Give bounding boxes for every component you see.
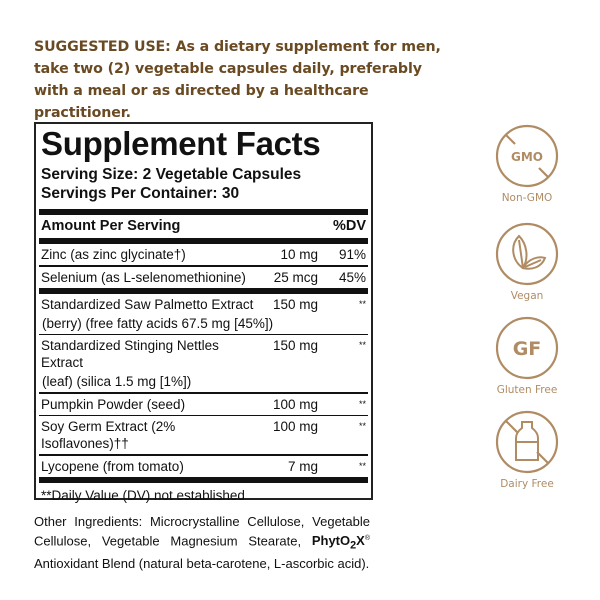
divider bbox=[39, 454, 368, 456]
supplement-facts-panel: Supplement Facts Serving Size: 2 Vegetab… bbox=[34, 122, 373, 503]
badge-label: Dairy Free bbox=[500, 478, 554, 490]
badge-vegan: Vegan bbox=[494, 222, 560, 302]
brand-name: PhytO bbox=[311, 533, 351, 549]
serving-size: Serving Size: 2 Vegetable Capsules bbox=[41, 166, 302, 183]
other-ingredients: Other Ingredients: Microcrystalline Cell… bbox=[34, 513, 370, 572]
ingredient-amount: 100 mg bbox=[272, 419, 318, 434]
gf-icon: GF bbox=[495, 316, 559, 380]
ingredient-dv: ** bbox=[358, 460, 366, 471]
leaves-icon bbox=[495, 222, 559, 286]
badge-dairy-free: Dairy Free bbox=[494, 410, 560, 490]
ingredient-dv: ** bbox=[358, 398, 366, 409]
gmo-text: GMO bbox=[511, 150, 543, 164]
milk-bottle-crossed-icon bbox=[495, 410, 559, 474]
ingredient-amount: 150 mg bbox=[272, 338, 318, 353]
ingredient-amount: 100 mg bbox=[272, 396, 318, 412]
table-header: Amount Per Serving %DV bbox=[36, 215, 371, 238]
ingredient-dv: ** bbox=[358, 421, 366, 431]
facts-title: Supplement Facts bbox=[41, 125, 321, 162]
suggested-use-text: As a dietary supplement for men, take tw… bbox=[34, 39, 441, 121]
ingredient-amount: 10 mg bbox=[280, 247, 318, 262]
ingredient-name: Zinc (as zinc glycinate†) bbox=[41, 247, 186, 262]
badge-non-gmo: GMO Non-GMO bbox=[494, 124, 560, 204]
ingredient-name: Standardized Stinging Nettles Extract bbox=[41, 338, 219, 370]
ingredient-dv: 45% bbox=[338, 269, 366, 285]
ingredient-dv: ** bbox=[358, 340, 366, 350]
ingredient-amount: 150 mg bbox=[272, 296, 318, 312]
table-row: Soy Germ Extract (2% Isoflavones)†† 100 m… bbox=[36, 416, 371, 454]
table-row: Standardized Stinging Nettles Extract 150… bbox=[36, 335, 371, 392]
divider bbox=[39, 209, 368, 215]
ingredient-amount: 25 mcg bbox=[273, 269, 318, 285]
other-ingredients-text-2: Antioxidant Blend (natural beta-carotene… bbox=[34, 555, 370, 571]
gf-text: GF bbox=[513, 338, 542, 360]
ingredient-dv: 91% bbox=[338, 247, 366, 262]
ingredient-detail: (leaf) (silica 1.5 mg [1%]) bbox=[42, 374, 192, 389]
ingredient-amount: 7 mg bbox=[287, 458, 318, 474]
ingredient-name: Lycopene (from tomato) bbox=[41, 458, 184, 474]
ingredient-name: Standardized Saw Palmetto Extract bbox=[41, 296, 254, 312]
ingredient-detail: (berry) (free fatty acids 67.5 mg [45%]) bbox=[42, 315, 274, 331]
divider bbox=[39, 476, 368, 483]
ingredient-name: Soy Germ Extract (2% Isoflavones)†† bbox=[41, 419, 176, 451]
other-ingredients-text: Other Ingredients: Microcrystalline Cell… bbox=[34, 514, 370, 549]
dv-header: %DV bbox=[332, 218, 366, 234]
ingredient-name: Selenium (as L-selenomethionine) bbox=[41, 269, 246, 285]
servings-per-container: Servings Per Container: 30 bbox=[41, 185, 240, 202]
amount-header: Amount Per Serving bbox=[41, 218, 181, 234]
table-row: Zinc (as zinc glycinate†) 10 mg 91% bbox=[36, 244, 371, 265]
badge-gluten-free: GF Gluten Free bbox=[494, 316, 560, 396]
table-row: Standardized Saw Palmetto Extract 150 mg *… bbox=[36, 294, 371, 334]
footnote: **Daily Value (DV) not established bbox=[41, 487, 245, 503]
divider bbox=[39, 265, 368, 267]
divider bbox=[39, 414, 368, 416]
suggested-use: SUGGESTED USE: As a dietary supplement f… bbox=[34, 36, 454, 124]
badge-label: Gluten Free bbox=[496, 384, 558, 396]
divider bbox=[39, 333, 368, 335]
divider bbox=[39, 287, 368, 294]
registered-mark: ® bbox=[364, 535, 370, 542]
divider bbox=[39, 392, 368, 394]
badge-label: Vegan bbox=[510, 290, 544, 302]
brand-subscript: 2 bbox=[350, 539, 357, 552]
ingredient-name: Pumpkin Powder (seed) bbox=[41, 396, 186, 412]
divider bbox=[39, 238, 368, 244]
brand-name-end: X bbox=[356, 533, 365, 549]
table-row: Selenium (as L-selenomethionine) 25 mcg 45… bbox=[36, 267, 371, 288]
badge-label: Non-GMO bbox=[501, 192, 553, 204]
suggested-use-label: SUGGESTED USE: bbox=[34, 39, 171, 55]
table-row: Lycopene (from tomato) 7 mg ** bbox=[36, 456, 371, 477]
table-row: Pumpkin Powder (seed) 100 mg ** bbox=[36, 394, 371, 415]
gmo-crossed-icon: GMO bbox=[495, 124, 559, 188]
ingredient-dv: ** bbox=[358, 298, 366, 309]
